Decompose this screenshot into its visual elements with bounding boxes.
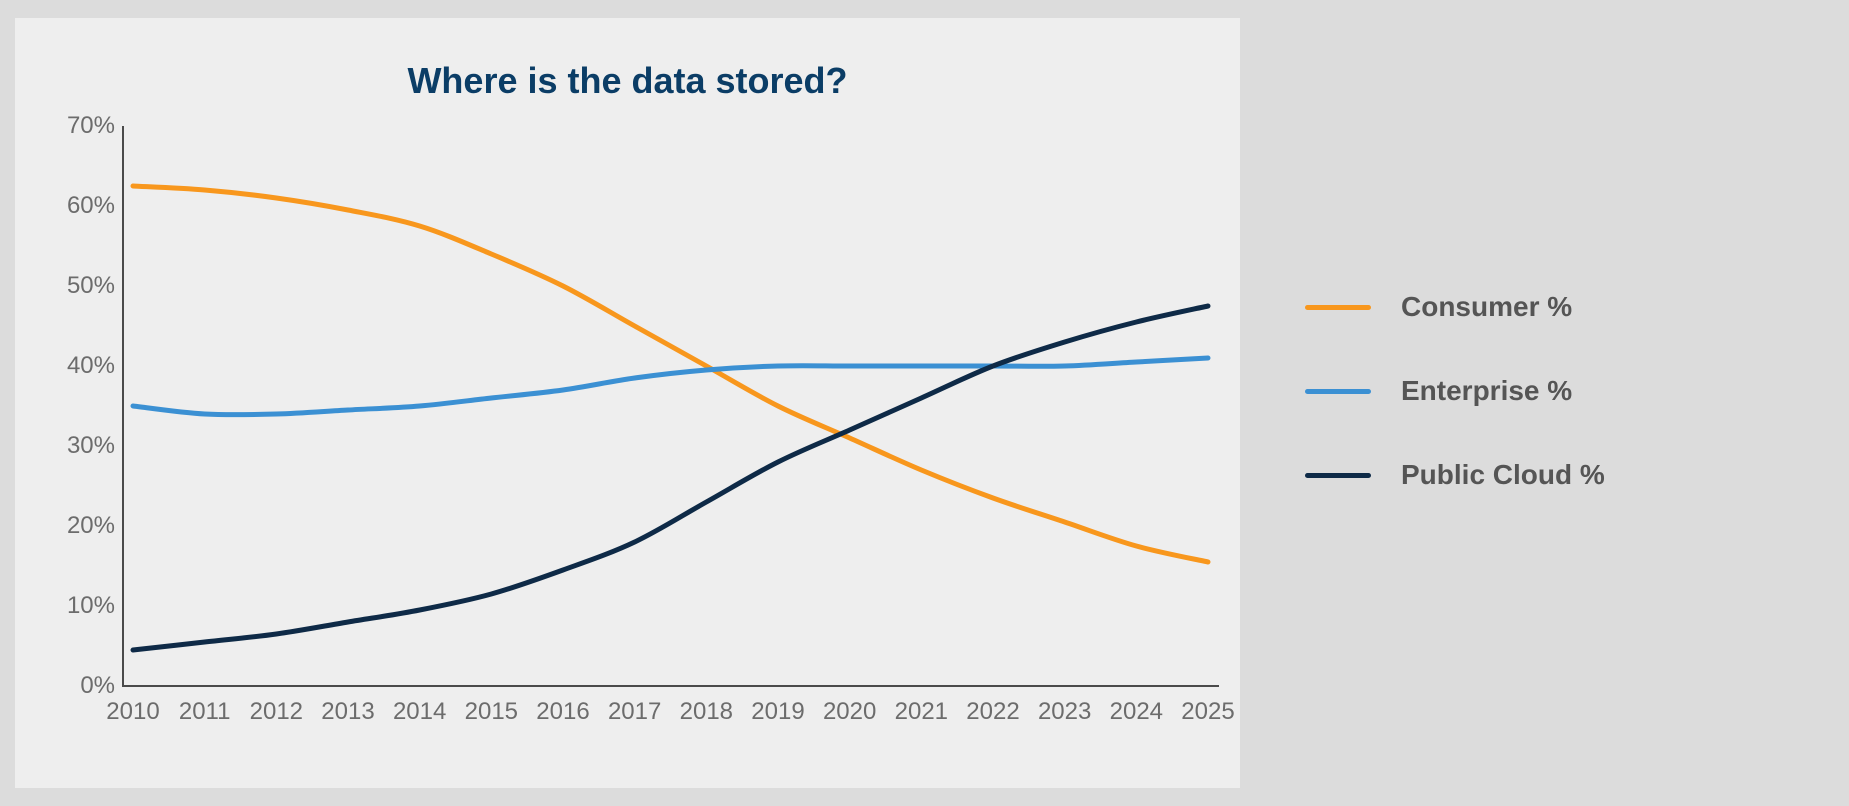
y-tick-label: 0% [35,672,115,700]
x-tick-label: 2012 [250,698,303,726]
legend: Consumer % Enterprise % Public Cloud % [1305,265,1725,517]
x-tick-label: 2020 [823,698,876,726]
series-line [133,306,1208,650]
chart-container: Where is the data stored? 0% 10% 20% 30% 40%… [15,18,1240,788]
chart-title: Where is the data stored? [15,60,1240,102]
x-tick-label: 2017 [608,698,661,726]
legend-item-public-cloud: Public Cloud % [1305,433,1725,517]
legend-label: Consumer % [1401,291,1572,323]
y-tick-label: 30% [35,432,115,460]
plot-area [123,126,1218,686]
y-tick-label: 50% [35,272,115,300]
y-tick-label: 70% [35,112,115,140]
chart-lines-svg [123,126,1218,686]
x-tick-label: 2015 [465,698,518,726]
x-tick-label: 2022 [966,698,1019,726]
y-tick-label: 40% [35,352,115,380]
y-tick-label: 20% [35,512,115,540]
x-tick-label: 2025 [1181,698,1234,726]
legend-label: Enterprise % [1401,375,1572,407]
legend-item-enterprise: Enterprise % [1305,349,1725,433]
x-tick-label: 2018 [680,698,733,726]
x-tick-label: 2021 [895,698,948,726]
x-tick-label: 2011 [179,698,231,726]
legend-swatch [1305,389,1371,394]
x-tick-label: 2024 [1110,698,1163,726]
x-tick-label: 2016 [536,698,589,726]
x-tick-label: 2014 [393,698,446,726]
series-line [133,358,1208,415]
y-tick-label: 60% [35,192,115,220]
legend-label: Public Cloud % [1401,459,1605,491]
y-tick-label: 10% [35,592,115,620]
x-tick-label: 2023 [1038,698,1091,726]
x-tick-label: 2019 [751,698,804,726]
legend-item-consumer: Consumer % [1305,265,1725,349]
legend-swatch [1305,305,1371,310]
x-tick-label: 2010 [106,698,159,726]
legend-swatch [1305,473,1371,478]
x-tick-label: 2013 [321,698,374,726]
